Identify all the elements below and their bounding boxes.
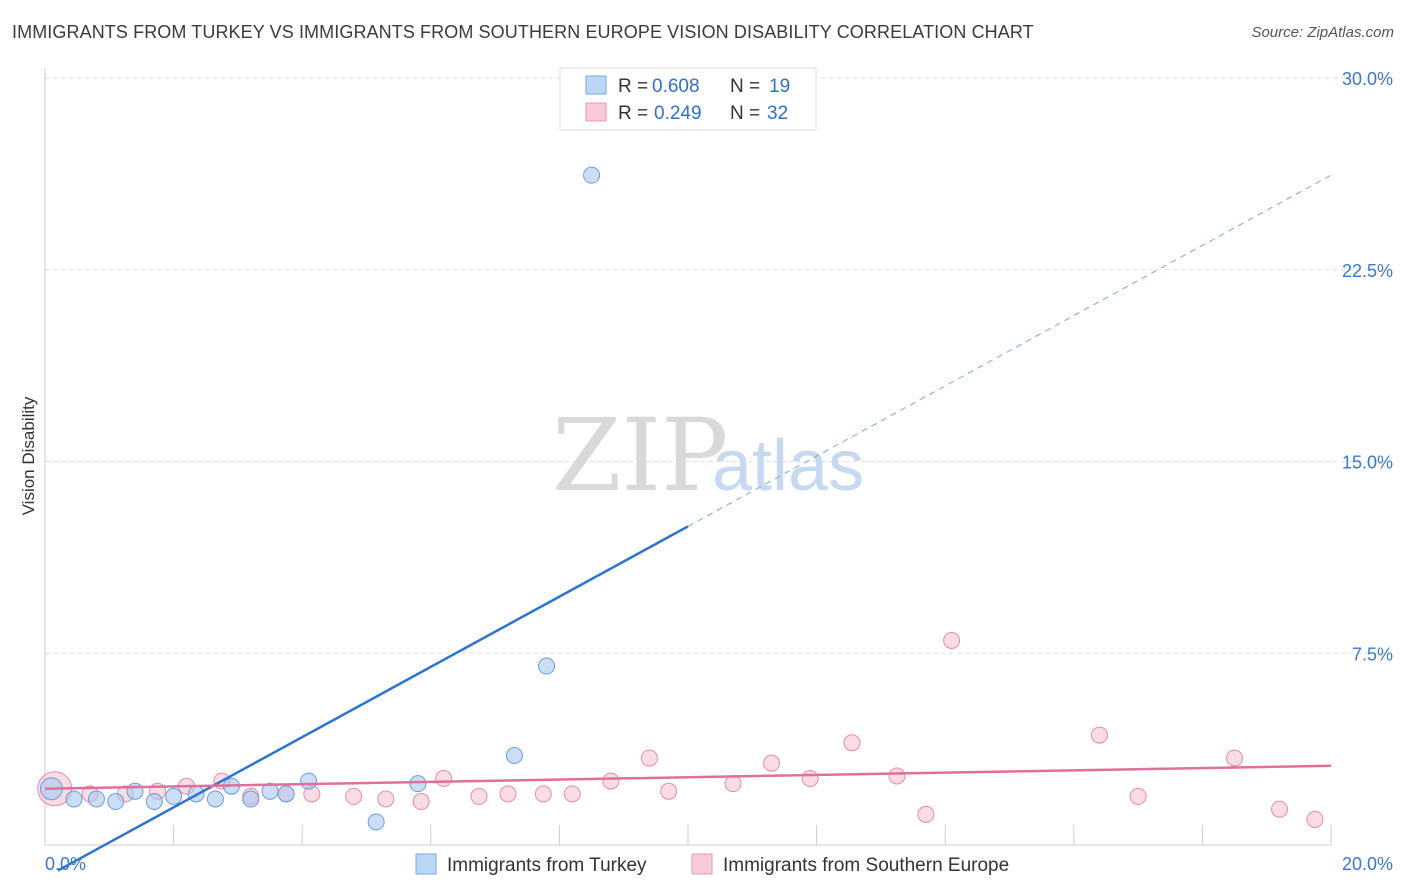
source-label: Source: ZipAtlas.com [1251,24,1394,41]
southern-europe-point-16 [563,785,581,803]
trend-line-turkey-projection [687,174,1332,527]
southern-europe-point-19 [660,782,678,800]
turkey-point-3 [107,793,125,811]
turkey-point-5 [145,793,163,811]
series-southern-europe [37,631,1324,828]
y-tick-label-0: 7.5% [1352,644,1393,664]
legend-r-label-1: R = [618,76,648,97]
turkey-point-8 [206,790,224,808]
southern-europe-point-9 [345,787,363,805]
grid [45,77,1391,654]
turkey-point-14 [367,813,385,831]
southern-europe-point-14 [499,785,517,803]
legend-n-label-2: N = [730,103,760,124]
bottom-legend-label-turkey: Immigrants from Turkey [447,855,647,876]
southern-europe-point-24 [888,767,906,785]
turkey-point-10 [242,790,260,808]
southern-europe-point-21 [763,754,781,772]
x-tick-label-1: 20.0% [1342,854,1393,874]
southern-europe-point-12 [435,770,453,788]
turkey-point-15 [409,775,427,793]
legend-n-value-1: 19 [769,76,790,97]
legend-r-value-2: 0.249 [654,103,702,124]
southern-europe-point-10 [377,790,395,808]
legend-n-label-1: N = [730,76,760,97]
southern-europe-point-31 [1306,810,1324,828]
y-tick-label-3: 30.0% [1342,69,1393,89]
trend-line-southern-europe [44,764,1332,791]
bottom-legend-swatch-southern-europe [691,853,713,875]
southern-europe-point-29 [1226,749,1244,767]
chart-title: IMMIGRANTS FROM TURKEY VS IMMIGRANTS FRO… [12,22,1034,42]
turkey-point-6 [165,787,183,805]
x-tick-label-0: 0.0% [45,854,86,874]
turkey-point-13 [300,772,318,790]
watermark-atlas: atlas [712,426,864,506]
southern-europe-point-28 [1129,787,1147,805]
y-tick-label-2: 22.5% [1342,261,1393,281]
bottom-legend: Immigrants from Turkey Immigrants from S… [415,853,1009,876]
watermark-zip: ZIP [552,397,728,514]
southern-europe-point-26 [943,631,961,649]
bottom-legend-label-southern-europe: Immigrants from Southern Europe [723,855,1009,876]
southern-europe-point-13 [470,787,488,805]
bottom-legend-swatch-turkey [415,853,437,875]
series-turkey [39,166,601,831]
trend-lines [44,174,1332,872]
y-axis-label: Vision Disability [19,396,38,515]
turkey-point-17 [538,657,556,675]
legend-r-value-1: 0.608 [652,76,700,97]
trend-line-turkey [57,525,689,872]
southern-europe-point-22 [801,770,819,788]
legend-swatch-turkey [585,75,607,95]
southern-europe-point-17 [602,772,620,790]
southern-europe-point-15 [534,785,552,803]
southern-europe-point-30 [1271,800,1289,818]
legend: R = 0.608 N = 19 R = 0.249 N = 32 [559,67,817,131]
southern-europe-point-20 [724,775,742,793]
turkey-point-4 [126,782,144,800]
legend-n-value-2: 32 [767,103,788,124]
turkey-point-18 [583,166,601,184]
axes [44,68,1332,846]
southern-europe-point-11 [412,793,430,811]
turkey-point-12 [277,785,295,803]
southern-europe-point-23 [843,734,861,752]
legend-r-label-2: R = [618,103,648,124]
southern-europe-point-25 [917,805,935,823]
turkey-point-16 [505,747,523,765]
southern-europe-point-27 [1091,726,1109,744]
legend-swatch-southern-europe [585,102,607,122]
tick-labels: 7.5% 15.0% 22.5% 30.0% 0.0% 20.0% [45,69,1393,874]
turkey-point-2 [87,790,105,808]
southern-europe-point-18 [640,749,658,767]
y-tick-label-1: 15.0% [1342,453,1393,473]
turkey-point-1 [65,790,83,808]
watermark: ZIP atlas [552,397,864,514]
